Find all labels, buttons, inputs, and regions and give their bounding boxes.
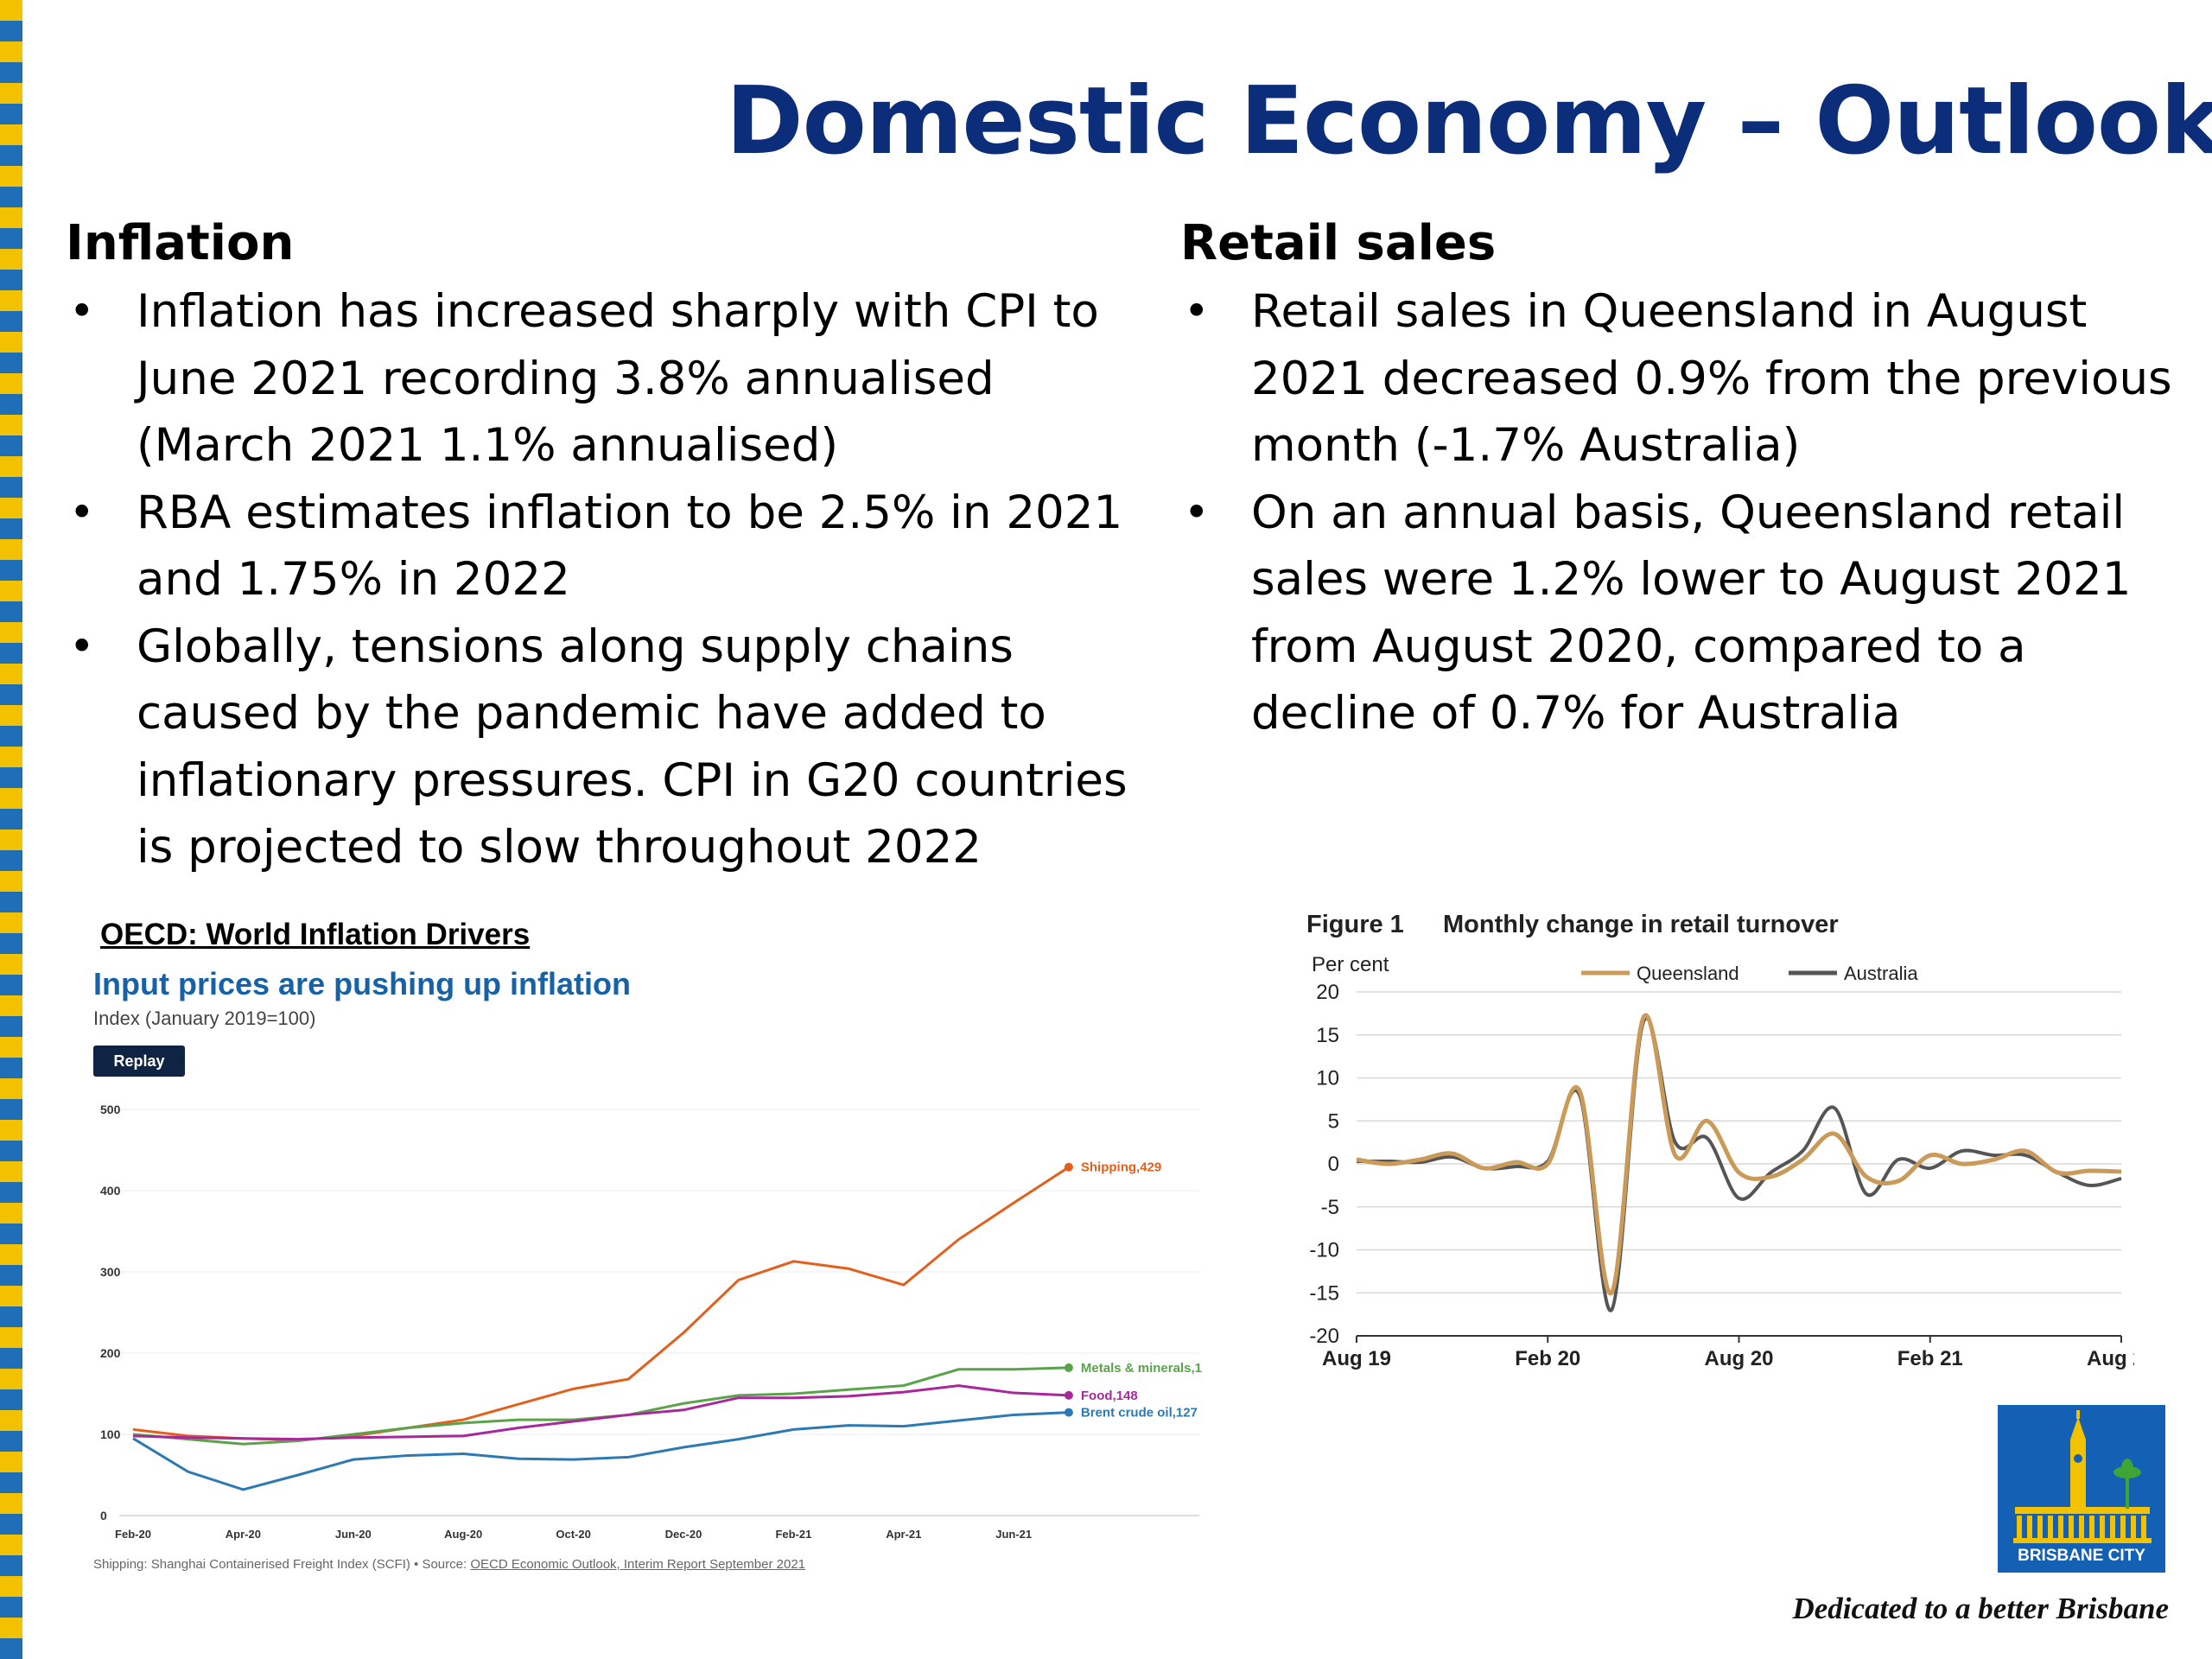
bullet-marker: •: [1184, 286, 1210, 336]
y-axis-label: Per cent: [1312, 953, 1389, 976]
x-tick-label: Aug 21: [2087, 1347, 2134, 1370]
retail-bullet: • Retail sales in Queensland in August 20…: [1180, 278, 2191, 480]
y-tick-label: 300: [100, 1265, 121, 1279]
oecd-inflation-chart: 0 100 200 300 400 500 Feb-20 Apr-20 Jun-20 Aug-20…: [100, 1103, 1202, 1541]
y-tick-label: -15: [1309, 1281, 1339, 1305]
logo-text: BRISBANE CITY: [2018, 1547, 2145, 1565]
x-tick-label: Aug 20: [1704, 1347, 1773, 1370]
inflation-bullet-list: • Inflation has increased sharply with CP…: [66, 278, 1146, 881]
series-end-label: Food,148: [1081, 1389, 1138, 1403]
decorative-stripe: [0, 0, 22, 1659]
source-link[interactable]: OECD Economic Outlook, Interim Report Se…: [470, 1557, 805, 1572]
inflation-bullet-text: Inflation has increased sharply with CPI…: [137, 285, 1099, 472]
y-tick-label: 400: [100, 1184, 121, 1198]
inflation-bullet: • Inflation has increased sharply with CP…: [66, 278, 1146, 480]
inflation-bullet-text: RBA estimates inflation to be 2.5% in 20…: [137, 486, 1123, 607]
bullet-marker: •: [69, 620, 95, 671]
bullet-marker: •: [69, 286, 95, 336]
retail-chart-title: Monthly change in retail turnover: [1443, 911, 1839, 938]
y-tick-label: -20: [1309, 1325, 1339, 1348]
x-tick-label: Jun-21: [995, 1528, 1032, 1541]
x-tick-label: Feb-21: [775, 1528, 811, 1541]
series-line: [132, 1366, 1069, 1446]
series-end-label: Metals & minerals,1: [1081, 1361, 1202, 1376]
retail-heading: Retail sales: [1180, 215, 1497, 271]
retail-bullet-text: On an annual basis, Queensland retail sa…: [1251, 486, 2132, 741]
y-tick-label: 0: [100, 1509, 107, 1522]
source-note-text: Shipping: Shanghai Containerised Freight…: [93, 1557, 471, 1572]
series-end-label: Brent crude oil,127: [1081, 1406, 1198, 1421]
bullet-marker: •: [1184, 486, 1210, 537]
oecd-chart-title: Input prices are pushing up inflation: [93, 966, 632, 1001]
series-end-label: Shipping,429: [1081, 1160, 1161, 1175]
y-tick-label: 10: [1316, 1067, 1339, 1090]
retail-section: Retail sales • Retail sales in Queensland…: [1180, 214, 2191, 747]
inflation-bullet: • RBA estimates inflation to be 2.5% in 2…: [66, 480, 1146, 613]
x-tick-label: Aug 19: [1322, 1347, 1391, 1370]
replay-button[interactable]: Replay: [93, 1046, 185, 1077]
series-line: [132, 1411, 1069, 1491]
retail-bullet-text: Retail sales in Queensland in August 202…: [1251, 285, 2172, 472]
y-tick-label: 0: [1328, 1153, 1339, 1176]
legend-label: Australia: [1844, 963, 1918, 984]
tagline: Dedicated to a better Brisbane: [1792, 1592, 2169, 1625]
series-line: [132, 1166, 1070, 1442]
inflation-heading: Inflation: [66, 215, 295, 271]
y-tick-label: 100: [100, 1427, 121, 1441]
y-tick-label: -5: [1321, 1196, 1339, 1219]
inflation-bullet-text: Globally, tensions along supply chains c…: [137, 620, 1128, 874]
x-tick-label: Aug-20: [444, 1528, 482, 1541]
series-end-point: [1064, 1363, 1073, 1372]
series-end-point: [1064, 1390, 1073, 1400]
inflation-bullet: • Globally, tensions along supply chains …: [66, 613, 1146, 881]
series-end-point: [1064, 1162, 1073, 1172]
x-tick-label: Jun-20: [335, 1528, 372, 1541]
y-tick-label: 15: [1316, 1024, 1339, 1047]
oecd-chart-heading: OECD: World Inflation Drivers: [100, 918, 531, 951]
series-line: [132, 1384, 1069, 1441]
y-tick-label: 20: [1316, 981, 1339, 1004]
retail-bullet: • On an annual basis, Queensland retail s…: [1180, 480, 2191, 747]
y-tick-label: 200: [100, 1346, 121, 1360]
oecd-chart-subtitle: Index (January 2019=100): [93, 1007, 316, 1029]
y-tick-label: -10: [1309, 1239, 1339, 1262]
x-tick-label: Feb-20: [115, 1528, 151, 1541]
figure-label: Figure 1: [1306, 911, 1404, 938]
x-tick-label: Feb 20: [1515, 1347, 1580, 1370]
city-hall-icon: [2013, 1410, 2152, 1543]
bullet-marker: •: [69, 486, 95, 537]
x-tick-label: Feb 21: [1897, 1347, 1963, 1370]
oecd-chart-source-note: Shipping: Shanghai Containerised Freight…: [93, 1557, 805, 1572]
x-tick-label: Dec-20: [665, 1528, 702, 1541]
slide-title: Domestic Economy – Outlook: [726, 67, 2212, 175]
x-tick-label: Oct-20: [556, 1528, 590, 1541]
legend-label: Queensland: [1637, 963, 1739, 984]
y-tick-label: 5: [1328, 1109, 1339, 1133]
x-tick-label: Apr-20: [226, 1528, 261, 1541]
retail-bullet-list: • Retail sales in Queensland in August 20…: [1180, 278, 2191, 747]
x-tick-label: Apr-21: [886, 1528, 921, 1541]
palm-tree-icon: [2113, 1459, 2141, 1509]
brisbane-city-logo: BRISBANE CITY: [1998, 1405, 2165, 1573]
series-line: [1356, 1016, 2122, 1313]
series-line: [1356, 1013, 2122, 1295]
y-tick-label: 500: [100, 1103, 121, 1116]
series-end-point: [1064, 1408, 1073, 1417]
inflation-section: Inflation • Inflation has increased sharp…: [66, 214, 1146, 881]
